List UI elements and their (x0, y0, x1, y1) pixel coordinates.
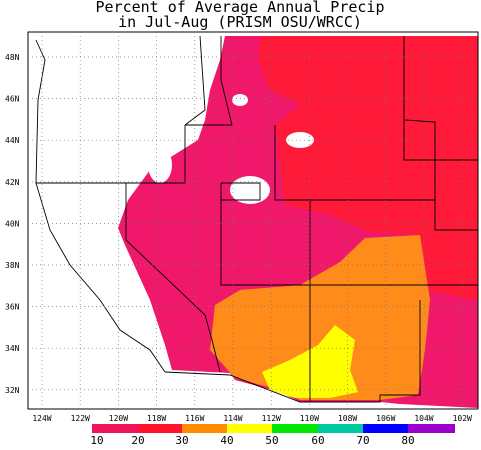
legend-swatch (227, 424, 272, 433)
legend-label: 30 (175, 434, 188, 446)
lat-label: 36N (5, 303, 20, 312)
lat-label: 42N (5, 178, 20, 187)
lat-label: 46N (5, 95, 20, 104)
precip-zone (258, 36, 478, 300)
legend-swatch (363, 424, 408, 433)
lon-label: 122W (71, 414, 90, 423)
precip-zone (210, 235, 430, 400)
map (27, 31, 479, 410)
legend-swatch (92, 424, 138, 433)
legend-label: 60 (311, 434, 324, 446)
legend-label: 10 (90, 434, 103, 446)
legend-label: 70 (356, 434, 369, 446)
lon-label: 116W (185, 414, 204, 423)
lon-label: 118W (147, 414, 166, 423)
lat-label: 40N (5, 219, 20, 228)
lat-label: 34N (5, 344, 20, 353)
title-line: in Jul-Aug (PRISM OSU/WRCC) (118, 13, 362, 31)
lon-label: 108W (338, 414, 357, 423)
lon-label: 102W (453, 414, 472, 423)
boundaries (35, 35, 478, 403)
lon-label: 106W (376, 414, 395, 423)
legend-label: 20 (131, 434, 144, 446)
legend-swatch (272, 424, 318, 433)
lon-label: 112W (262, 414, 281, 423)
legend-swatch (318, 424, 363, 433)
title-line: Percent of Average Annual Precip (96, 0, 385, 16)
lon-label: 110W (300, 414, 319, 423)
legend-swatch (138, 424, 182, 433)
legend-label: 40 (220, 434, 233, 446)
lon-label: 104W (414, 414, 433, 423)
legend-label: 50 (265, 434, 278, 446)
lat-label: 38N (5, 261, 20, 270)
lon-label: 120W (109, 414, 128, 423)
legend-swatch (182, 424, 227, 433)
lat-label: 48N (5, 53, 20, 62)
legend-swatch (408, 424, 455, 433)
lon-label: 114W (223, 414, 242, 423)
lon-label: 124W (32, 414, 51, 423)
lat-label: 32N (5, 386, 20, 395)
lat-label: 44N (5, 136, 20, 145)
legend-label: 80 (401, 434, 414, 446)
